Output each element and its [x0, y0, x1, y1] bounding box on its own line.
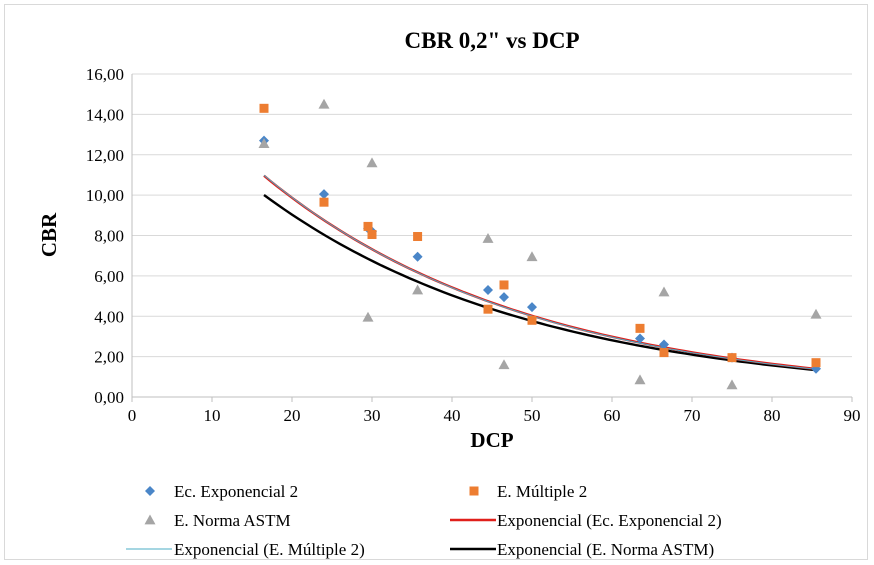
legend-label: E. Norma ASTM — [174, 511, 291, 530]
data-point — [526, 251, 538, 262]
y-tick-label: 4,00 — [94, 307, 124, 326]
legend-label: Exponencial (E. Norma ASTM) — [497, 540, 714, 559]
data-point — [319, 197, 329, 207]
data-point — [483, 285, 493, 296]
y-tick-labels: 0,00 2,00 4,00 6,00 8,00 10,00 12,00 14,00 16,00 — [86, 65, 124, 407]
axes — [131, 74, 853, 402]
trend-line — [263, 174, 817, 370]
data-point — [483, 304, 493, 314]
data-point — [412, 284, 424, 295]
data-point — [659, 348, 669, 358]
y-axis-label: CBR — [37, 212, 61, 257]
x-tick-label: 60 — [604, 406, 621, 425]
data-point — [659, 339, 669, 350]
data-point — [318, 98, 330, 109]
data-point — [367, 229, 377, 239]
data-point — [319, 189, 329, 200]
legend-marker — [469, 486, 479, 496]
data-point — [635, 323, 645, 333]
x-tick-label: 0 — [128, 406, 137, 425]
trend-line — [263, 194, 817, 372]
data-point — [810, 308, 822, 319]
legend-label: Exponencial (E. Múltiple 2) — [174, 540, 365, 559]
data-point — [527, 302, 537, 313]
y-tick-label: 10,00 — [86, 186, 124, 205]
x-tick-label: 90 — [844, 406, 861, 425]
data-point — [811, 358, 821, 368]
trend-line — [263, 174, 817, 371]
chart-frame — [4, 4, 868, 560]
legend-label: Exponencial (Ec. Exponencial 2) — [497, 511, 722, 530]
y-tick-label: 2,00 — [94, 348, 124, 367]
trend-lines — [263, 174, 817, 372]
legend: Ec. Exponencial 2 E. Múltiple 2 E. Norma A… — [126, 482, 722, 559]
x-axis-label: DCP — [470, 428, 513, 452]
data-point — [499, 280, 509, 290]
legend-marker — [144, 514, 156, 525]
data-point — [412, 251, 423, 262]
x-tick-label: 50 — [524, 406, 541, 425]
data-point — [482, 233, 494, 243]
x-tick-label: 70 — [684, 406, 701, 425]
data-point — [413, 232, 423, 242]
data-point — [363, 221, 373, 231]
x-tick-label: 30 — [364, 406, 381, 425]
data-point — [499, 292, 509, 303]
data-point — [362, 311, 374, 322]
y-tick-label: 6,00 — [94, 267, 124, 286]
data-points — [258, 98, 822, 390]
x-tick-label: 80 — [764, 406, 781, 425]
y-tick-label: 8,00 — [94, 227, 124, 246]
y-tick-label: 14,00 — [86, 105, 124, 124]
data-point — [527, 315, 537, 325]
data-point — [658, 286, 670, 297]
x-tick-label: 40 — [444, 406, 461, 425]
chart-title: CBR 0,2" vs DCP — [404, 28, 579, 53]
y-tick-label: 16,00 — [86, 65, 124, 84]
data-point — [498, 359, 510, 370]
legend-marker — [145, 486, 155, 496]
legend-label: E. Múltiple 2 — [497, 482, 587, 501]
data-point — [366, 157, 378, 168]
y-tick-label: 12,00 — [86, 146, 124, 165]
data-point — [726, 379, 738, 390]
data-point — [259, 103, 269, 113]
data-point — [635, 333, 645, 344]
grid-lines — [132, 73, 852, 358]
data-point — [258, 138, 270, 149]
x-tick-label: 10 — [204, 406, 221, 425]
y-tick-label: 0,00 — [94, 388, 124, 407]
legend-label: Ec. Exponencial 2 — [174, 482, 298, 501]
x-tick-label: 20 — [284, 406, 301, 425]
data-point — [727, 353, 737, 363]
data-point — [634, 374, 646, 385]
x-tick-labels: 0 10 20 30 40 50 60 70 80 90 — [128, 406, 861, 425]
